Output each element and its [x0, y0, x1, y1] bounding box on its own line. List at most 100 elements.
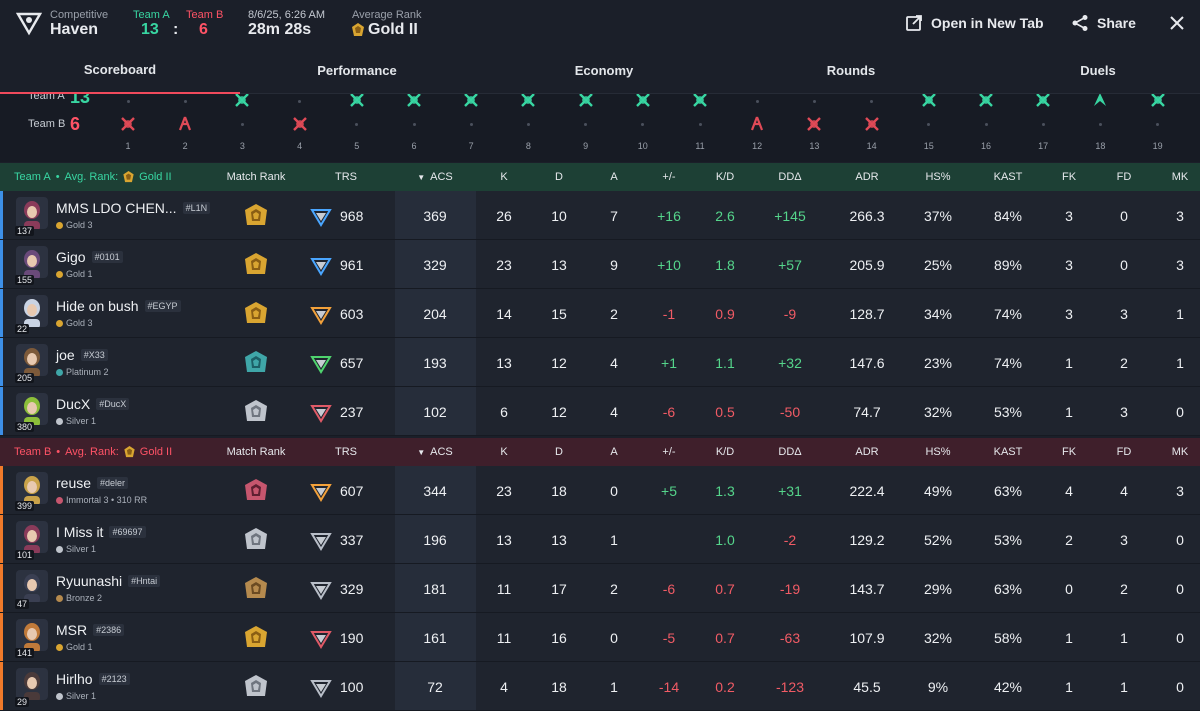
external-link-icon: [906, 15, 922, 31]
stat-kd-ratio: 1.3: [715, 482, 735, 499]
round-number: 17: [1038, 141, 1049, 151]
round-elim-icon[interactable]: [806, 116, 822, 132]
player-name[interactable]: Hide on bush #EGYP: [56, 298, 181, 314]
round-elim-icon[interactable]: [864, 116, 880, 132]
player-name[interactable]: MSR #2386: [56, 622, 125, 638]
player-name[interactable]: MMS LDO CHEN... #L1N: [56, 200, 211, 216]
player-row[interactable]: 47 Ryuunashi #Hntai Bronze 2 329 181 11 17 2 -…: [0, 564, 1200, 613]
player-name[interactable]: reuse #deler: [56, 475, 129, 491]
player-row[interactable]: 101 I Miss it #69697 Silver 1 337 196 13 13 1…: [0, 515, 1200, 564]
round-elim-icon[interactable]: [578, 94, 594, 108]
player-name[interactable]: I Miss it #69697: [56, 524, 146, 540]
player-row[interactable]: 399 reuse #deler Immortal 3 • 310 RR 607 3…: [0, 466, 1200, 515]
round-elim-icon[interactable]: [120, 116, 136, 132]
column-header-acs[interactable]: ▼ ACS: [417, 171, 453, 183]
round-elim-icon[interactable]: [292, 116, 308, 132]
tab-scoreboard[interactable]: Scoreboard: [0, 46, 240, 94]
round-elim-icon[interactable]: [692, 94, 708, 108]
column-header-a[interactable]: A: [610, 446, 618, 458]
column-header-fk[interactable]: FK: [1061, 446, 1077, 458]
column-header-fk[interactable]: FK: [1061, 171, 1077, 183]
column-header-trs[interactable]: TRS: [335, 171, 357, 183]
column-header-kast[interactable]: KAST: [993, 446, 1023, 458]
column-header-k[interactable]: K: [500, 171, 508, 183]
column-header-hs[interactable]: HS%: [925, 171, 951, 183]
round-elim-icon[interactable]: [520, 94, 536, 108]
column-header-fd[interactable]: FD: [1116, 446, 1132, 458]
player-tag: #2123: [98, 673, 130, 685]
open-new-tab-button[interactable]: Open in New Tab: [905, 14, 1044, 32]
player-row[interactable]: 141 MSR #2386 Gold 1 190 161 11 16 0 -5 0.7 -63 1…: [0, 613, 1200, 662]
match-rank-icon: [244, 350, 268, 376]
team-b-label: Team B: [186, 9, 224, 21]
column-header-plus-minus[interactable]: +/-: [662, 171, 676, 183]
player-row[interactable]: 29 Hirlho #2123 Silver 1 100 72 4 18 1 -14 0.2 -…: [0, 662, 1200, 711]
stat-hs-percent: 34%: [923, 305, 953, 322]
column-header-dd-delta[interactable]: DDΔ: [778, 171, 802, 183]
stat-hs-percent: 25%: [923, 256, 953, 273]
round-empty-dot: [984, 123, 988, 126]
player-row[interactable]: 22 Hide on bush #EGYP Gold 3 603 204 14 15 2 -…: [0, 289, 1200, 338]
column-header-dd-delta[interactable]: DDΔ: [778, 446, 802, 458]
player-row[interactable]: 380 DucX #DucX Silver 1 237 102 6 12 4 -6 0.5 -5…: [0, 387, 1200, 436]
column-header-a[interactable]: A: [610, 171, 618, 183]
separator-dot: •: [55, 171, 60, 183]
agent-avatar: [16, 521, 48, 553]
column-header-d[interactable]: D: [555, 171, 563, 183]
player-row[interactable]: 205 joe #X33 Platinum 2 657 193 13 12 4 +1 1.1 +…: [0, 338, 1200, 387]
column-header-plus-minus[interactable]: +/-: [662, 446, 676, 458]
close-icon[interactable]: [1169, 15, 1185, 31]
round-elim-icon[interactable]: [463, 94, 479, 108]
column-header-d[interactable]: D: [555, 446, 563, 458]
stat-plus-minus: -5: [662, 629, 676, 646]
column-header-match-rank[interactable]: Match Rank: [226, 446, 286, 458]
stat-dd-delta: +31: [778, 482, 802, 499]
round-elim-icon[interactable]: [978, 94, 994, 108]
round-elim-icon[interactable]: [406, 94, 422, 108]
tab-economy[interactable]: Economy: [574, 62, 634, 78]
round-elim-icon[interactable]: [349, 94, 365, 108]
trs-rank-icon: [310, 627, 332, 649]
column-header-hs[interactable]: HS%: [925, 446, 951, 458]
tab-performance[interactable]: Performance: [317, 62, 397, 78]
player-rank: Gold 1: [56, 642, 93, 652]
column-header-adr[interactable]: ADR: [855, 171, 879, 183]
player-row[interactable]: 137 MMS LDO CHEN... #L1N Gold 3 968 369 26 1…: [0, 191, 1200, 240]
player-name[interactable]: Ryuunashi #Hntai: [56, 573, 161, 589]
round-defuse-icon[interactable]: [1092, 94, 1108, 108]
average-rank-label: Average Rank: [352, 9, 422, 21]
player-name[interactable]: DucX #DucX: [56, 396, 130, 412]
tab-duels[interactable]: Duels: [1080, 62, 1116, 78]
column-header-fd[interactable]: FD: [1116, 171, 1132, 183]
round-elim-icon[interactable]: [921, 94, 937, 108]
column-header-mk[interactable]: MK: [1171, 446, 1189, 458]
column-header-kast[interactable]: KAST: [993, 171, 1023, 183]
round-spike-icon[interactable]: [177, 116, 193, 132]
player-name[interactable]: Gigo #0101: [56, 249, 123, 265]
column-header-k[interactable]: K: [500, 446, 508, 458]
player-name[interactable]: Hirlho #2123: [56, 671, 130, 687]
acs-highlight: [395, 289, 476, 337]
avg-rank-label: Avg. Rank:: [64, 171, 119, 183]
column-header-trs[interactable]: TRS: [335, 446, 357, 458]
round-empty-dot: [126, 100, 130, 103]
round-number: 6: [411, 141, 417, 151]
column-header-kd[interactable]: K/D: [715, 171, 735, 183]
player-rank: Immortal 3 • 310 RR: [56, 495, 147, 505]
column-header-acs[interactable]: ▼ ACS: [417, 446, 453, 458]
round-elim-icon[interactable]: [1035, 94, 1051, 108]
player-name[interactable]: joe #X33: [56, 347, 108, 363]
round-elim-icon[interactable]: [1150, 94, 1166, 108]
round-elim-icon[interactable]: [635, 94, 651, 108]
column-header-kd[interactable]: K/D: [715, 446, 735, 458]
team-stripe: [0, 191, 3, 239]
round-elim-icon[interactable]: [234, 94, 250, 108]
column-header-mk[interactable]: MK: [1171, 171, 1189, 183]
column-header-match-rank[interactable]: Match Rank: [226, 171, 286, 183]
tab-rounds[interactable]: Rounds: [826, 62, 876, 78]
stat-kd-ratio: 1.8: [715, 256, 735, 273]
player-row[interactable]: 155 Gigo #0101 Gold 1 961 329 23 13 9 +10 1.8 +5…: [0, 240, 1200, 289]
column-header-adr[interactable]: ADR: [855, 446, 879, 458]
round-spike-icon[interactable]: [749, 116, 765, 132]
share-button[interactable]: Share: [1071, 14, 1136, 32]
